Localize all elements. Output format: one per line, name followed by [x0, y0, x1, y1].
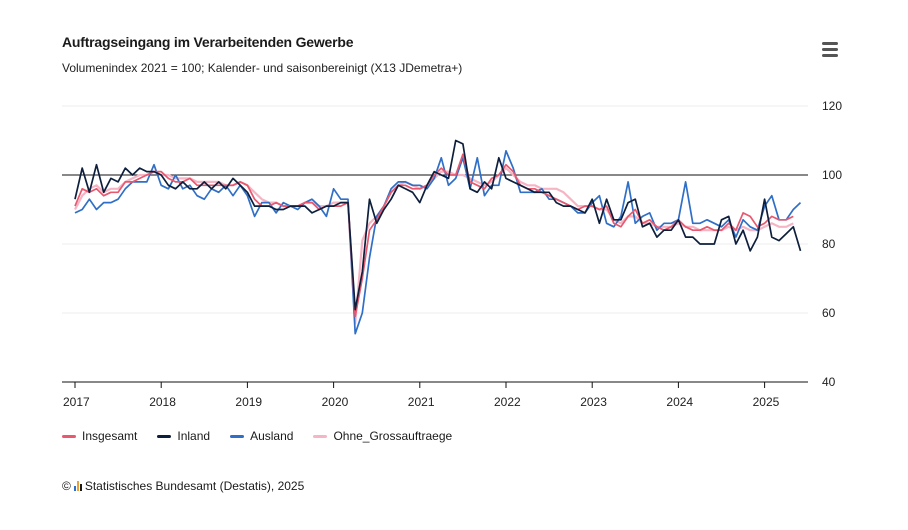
chart-subtitle: Volumenindex 2021 = 100; Kalender- und s…	[62, 61, 463, 75]
axes: 40 60 80 100 120 2017 2018 2019 2020 2021 2022 2023…	[62, 99, 842, 409]
destatis-logo-icon	[73, 481, 82, 491]
chart-title: Auftragseingang im Verarbeitenden Gewerb…	[62, 34, 354, 50]
x-tick-label: 2017	[63, 395, 90, 409]
x-tick-label: 2019	[235, 395, 262, 409]
legend-item-ausland[interactable]: Ausland	[230, 429, 293, 443]
series-line-inland	[74, 139, 802, 311]
legend-label: Insgesamt	[82, 429, 138, 443]
legend-item-insgesamt[interactable]: Insgesamt	[62, 429, 137, 443]
x-tick-label: 2022	[494, 395, 521, 409]
legend-label: Inland	[177, 429, 211, 443]
grid-lines	[62, 105, 808, 314]
y-tick-label: 40	[822, 375, 836, 389]
series-line-insgesamt	[74, 153, 794, 318]
legend-swatch	[62, 434, 76, 438]
legend-swatch	[157, 434, 172, 438]
hamburger-menu-icon[interactable]	[822, 42, 838, 60]
legend-item-inland[interactable]: Inland	[157, 429, 210, 443]
series-lines	[74, 139, 802, 335]
y-tick-label: 100	[822, 168, 842, 182]
x-tick-label: 2024	[666, 395, 693, 409]
x-tick-label: 2023	[580, 395, 607, 409]
legend-swatch	[313, 434, 328, 438]
copyright-symbol: ©	[62, 479, 71, 493]
y-tick-label: 80	[822, 237, 836, 251]
y-tick-label: 60	[822, 306, 836, 320]
legend-swatch	[230, 434, 245, 438]
x-tick-label: 2018	[149, 395, 176, 409]
legend: Insgesamt Inland Ausland Ohne_Grossauftr…	[62, 429, 452, 443]
y-tick-label: 120	[822, 99, 842, 113]
x-tick-label: 2020	[322, 395, 349, 409]
legend-item-ohne-grossauftraege[interactable]: Ohne_Grossauftraege	[313, 429, 452, 443]
series-line-ausland	[74, 149, 802, 335]
x-tick-label: 2025	[753, 395, 780, 409]
source-note: © Statistisches Bundesamt (Destatis), 20…	[62, 479, 304, 493]
legend-label: Ohne_Grossauftraege	[333, 429, 453, 443]
line-chart: 40 60 80 100 120 2017 2018 2019 2020 2021 2022 2023…	[62, 99, 842, 409]
series-line-ohne-grossauftraege	[74, 167, 794, 325]
source-text: Statistisches Bundesamt (Destatis), 2025	[84, 479, 305, 493]
x-tick-label: 2021	[408, 395, 435, 409]
legend-label: Ausland	[250, 429, 294, 443]
